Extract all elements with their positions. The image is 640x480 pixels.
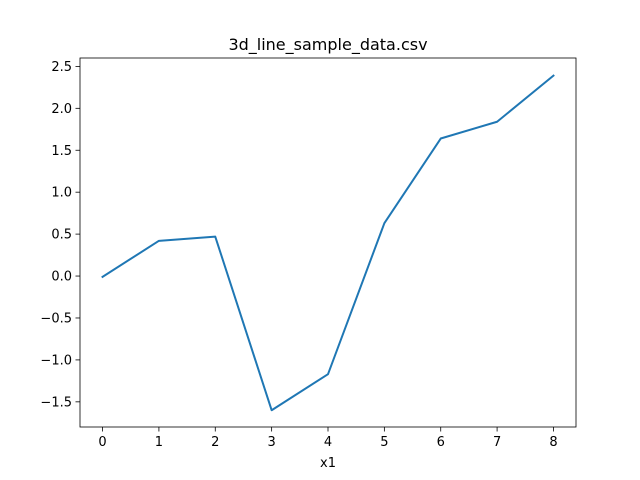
- y-tick-label: 2.0: [51, 102, 72, 117]
- x-tick-label: 4: [324, 435, 332, 450]
- y-tick-label: 1.5: [51, 144, 72, 159]
- x-tick-label: 5: [380, 435, 388, 450]
- x-tick-label: 8: [549, 435, 557, 450]
- series-layer: [101, 74, 555, 412]
- chart-title: 3d_line_sample_data.csv: [228, 35, 427, 55]
- x-tick-label: 2: [211, 435, 219, 450]
- x-tick-label: 3: [267, 435, 275, 450]
- y-tick-label: −1.5: [40, 395, 72, 410]
- x-tick-label: 0: [98, 435, 106, 450]
- x-tick-label: 7: [493, 435, 501, 450]
- x-axis-label: x1: [320, 456, 336, 471]
- plot-frame: [79, 57, 577, 428]
- y-tick-label: 0.0: [51, 270, 72, 285]
- x-tick-label: 1: [155, 435, 163, 450]
- x-axis-ticks: 0 1 2 3 4 5 6 7 8: [98, 427, 558, 450]
- y-tick-label: −1.0: [40, 353, 72, 368]
- y-tick-label: 2.5: [51, 60, 72, 75]
- y-tick-label: −0.5: [40, 311, 72, 326]
- y-tick-label: 1.0: [51, 186, 72, 201]
- y-axis-ticks: −1.5 −1.0 −0.5 0.0 0.5 1.0 1.5 2.0 2.5: [40, 60, 80, 410]
- plot-area: [80, 58, 576, 427]
- x-tick-label: 6: [437, 435, 445, 450]
- y-tick-label: 0.5: [51, 228, 72, 243]
